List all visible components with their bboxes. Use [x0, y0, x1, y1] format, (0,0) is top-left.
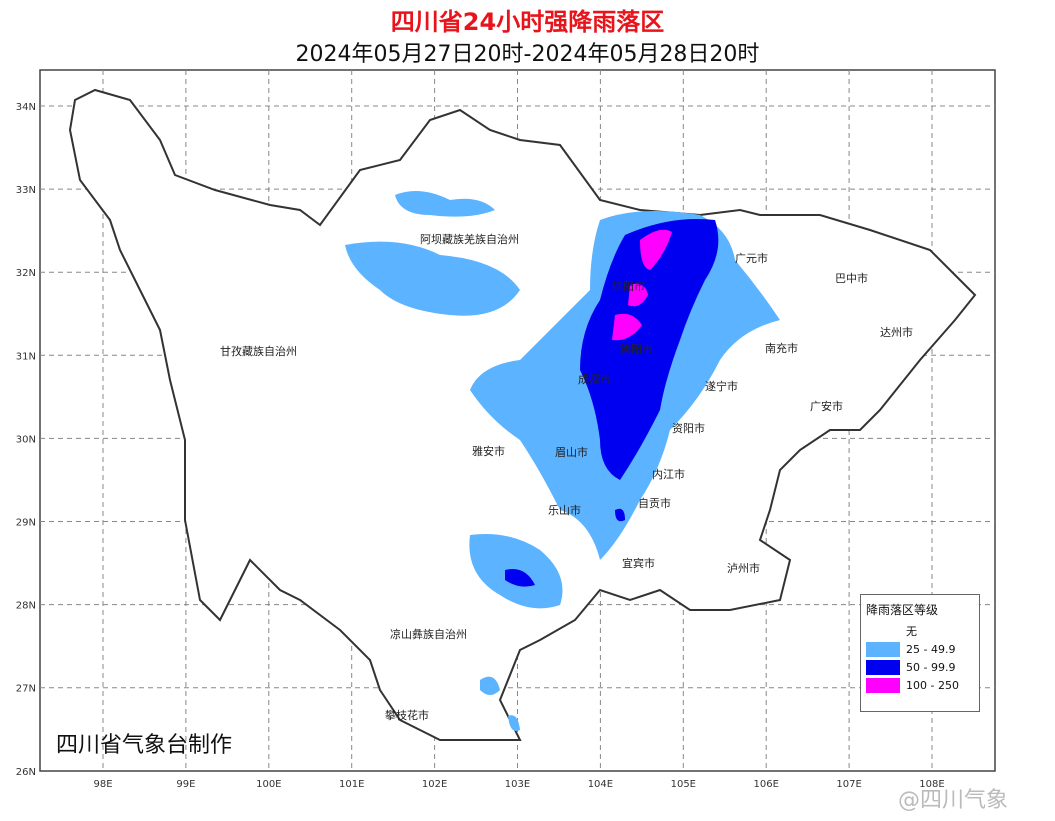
y-tick-label: 31N: [16, 351, 36, 362]
legend: 降雨落区等级 无 25 - 49.9 50 - 99.9 100 - 250: [860, 594, 980, 712]
y-tick-label: 33N: [16, 185, 36, 196]
x-tick-label: 105E: [671, 779, 696, 790]
watermark: @四川气象: [898, 788, 1009, 813]
map-title: 四川省24小时强降雨落区: [390, 8, 665, 36]
map-subtitle: 2024年05月27日20时-2024年05月28日20时: [295, 42, 760, 67]
x-tick-label: 107E: [836, 779, 861, 790]
region-label: 眉山市: [555, 445, 588, 459]
region-label: 达州市: [880, 325, 913, 339]
region-label: 广元市: [735, 251, 768, 265]
region-label: 南充市: [765, 341, 798, 355]
y-tick-label: 26N: [16, 767, 36, 778]
x-tick-label: 102E: [422, 779, 447, 790]
region-label: 宜宾市: [622, 556, 655, 570]
producer-credit: 四川省气象台制作: [56, 733, 233, 758]
region-label: 遂宁市: [705, 379, 738, 393]
region-label: 攀枝花市: [385, 708, 429, 722]
legend-item: 100 - 250: [866, 676, 979, 694]
x-tick-label: 103E: [505, 779, 530, 790]
legend-label: 50 - 99.9: [906, 660, 956, 674]
region-label: 雅安市: [472, 444, 505, 458]
x-tick-label: 99E: [176, 779, 195, 790]
region-label: 甘孜藏族自治州: [220, 344, 297, 358]
rain-100-250: [612, 229, 672, 341]
region-label: 泸州市: [727, 561, 760, 575]
region-label: 巴中市: [835, 271, 868, 285]
region-label: 绵阳市: [612, 279, 645, 293]
region-label: 内江市: [652, 467, 685, 481]
x-tick-label: 106E: [753, 779, 778, 790]
x-tick-label: 104E: [588, 779, 613, 790]
legend-item: 25 - 49.9: [866, 640, 979, 658]
legend-item: 无: [866, 622, 979, 640]
y-tick-label: 29N: [16, 518, 36, 529]
legend-label: 无: [906, 625, 917, 638]
y-tick-label: 27N: [16, 684, 36, 695]
legend-item: 50 - 99.9: [866, 658, 979, 676]
x-tick-label: 100E: [256, 779, 281, 790]
y-tick-label: 28N: [16, 601, 36, 612]
rain-50-99: [505, 219, 719, 587]
axis-ticks: 98E 99E 100E 101E 102E 103E 104E 105E 106E 107E 10…: [16, 102, 945, 790]
legend-label: 25 - 49.9: [906, 642, 956, 656]
x-tick-label: 101E: [339, 779, 364, 790]
legend-label: 100 - 250: [906, 678, 959, 692]
region-label: 德阳市: [620, 342, 653, 356]
y-tick-label: 30N: [16, 434, 36, 445]
region-label: 成都市: [578, 372, 611, 386]
x-tick-label: 98E: [93, 779, 112, 790]
region-label: 乐山市: [548, 503, 581, 517]
legend-title: 降雨落区等级: [866, 603, 939, 617]
region-label: 凉山彝族自治州: [390, 627, 467, 641]
x-tick-label: 108E: [919, 779, 944, 790]
region-label: 自贡市: [638, 496, 671, 510]
region-label: 阿坝藏族羌族自治州: [420, 232, 519, 246]
y-tick-label: 34N: [16, 102, 36, 113]
y-tick-label: 32N: [16, 268, 36, 279]
region-label: 广安市: [810, 399, 843, 413]
region-label: 资阳市: [672, 421, 705, 435]
